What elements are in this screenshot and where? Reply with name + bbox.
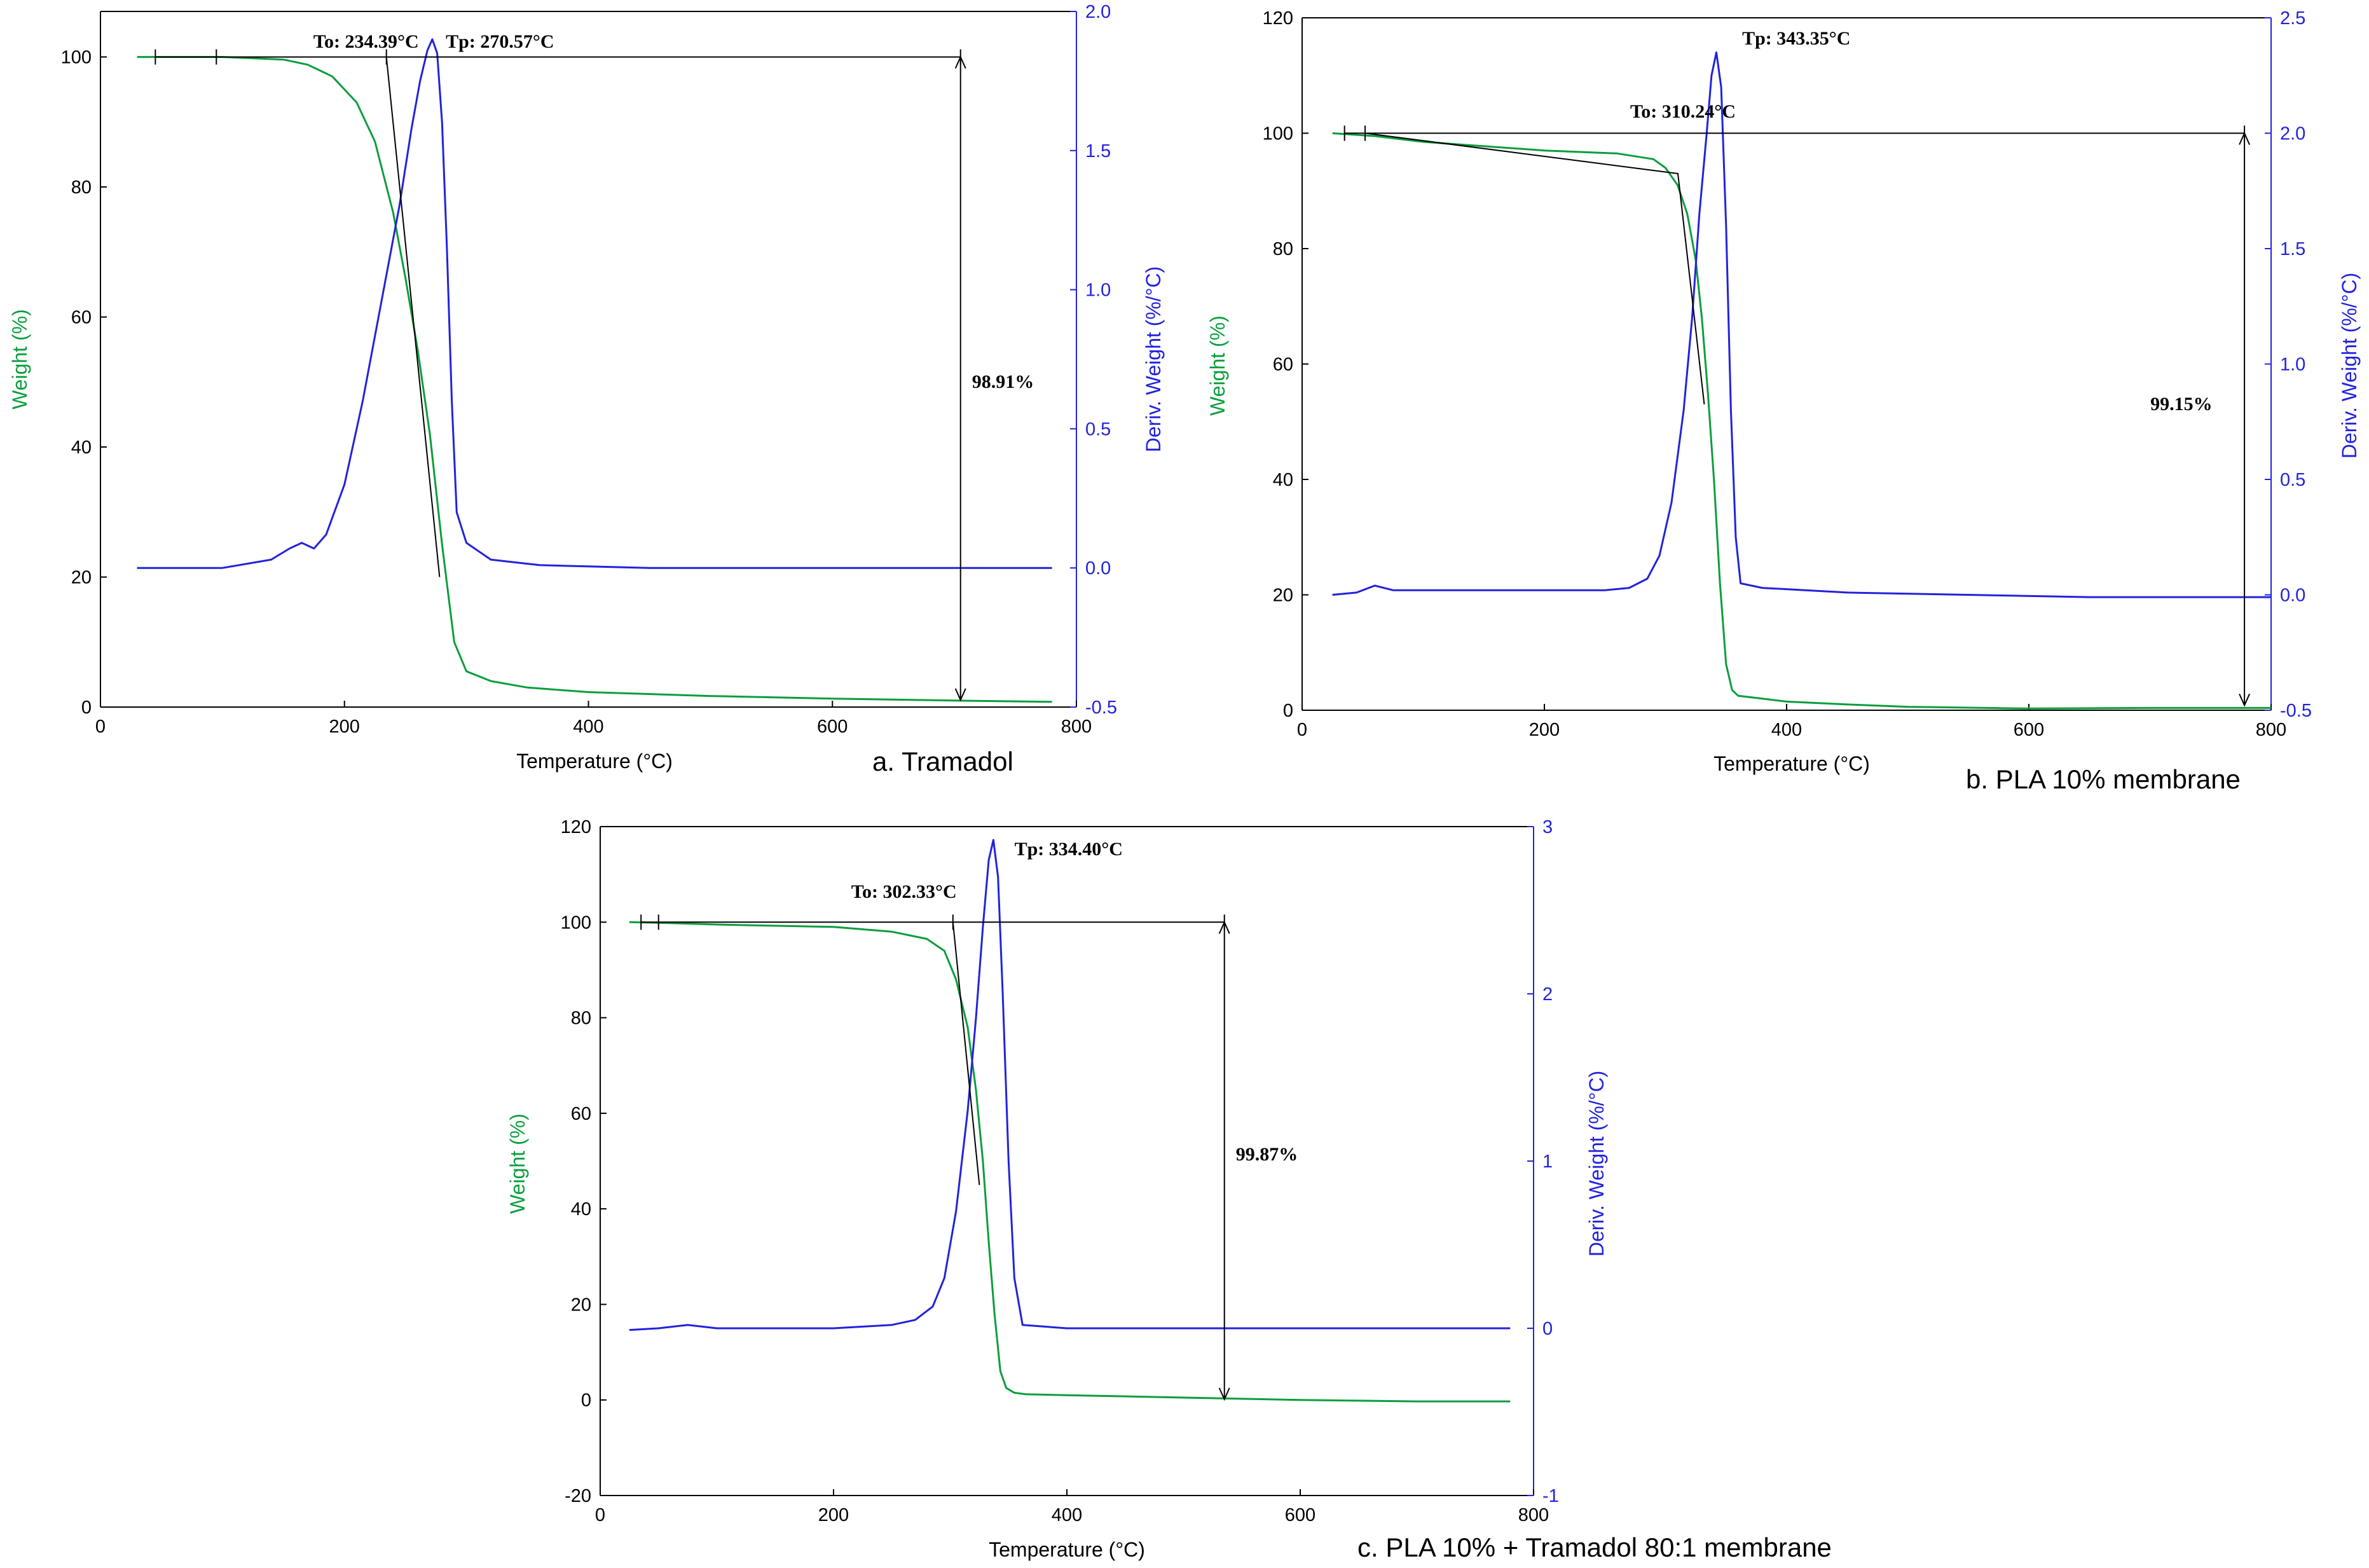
peak-temperature-label: Tp: 334.40°C: [1015, 839, 1123, 860]
y2-tick-label: 1.5: [2280, 239, 2305, 259]
y-tick-label: 100: [561, 912, 591, 933]
y-tick-label: 40: [71, 437, 92, 458]
onset-temperature-label: To: 310.24°C: [1630, 101, 1736, 122]
panel-caption: b. PLA 10% membrane: [1966, 764, 2241, 794]
deriv-weight-curve: [1332, 51, 2271, 598]
x-tick-label: 600: [1285, 1505, 1315, 1525]
y2-tick-label: 1.5: [1085, 141, 1111, 162]
y2-tick-label: 0.5: [2280, 470, 2305, 490]
y2-tick-label: 2.0: [2280, 124, 2305, 144]
y-tick-label: 40: [571, 1199, 591, 1220]
y2-tick-label: -1: [1542, 1486, 1559, 1506]
deriv-weight-curve: [629, 839, 1511, 1331]
y-tick-label: 0: [581, 1391, 591, 1411]
y-tick-label: 80: [71, 177, 92, 198]
x-tick-label: 0: [1297, 720, 1307, 740]
peak-temperature-label: Tp: 343.35°C: [1742, 28, 1850, 49]
weight-curve: [137, 56, 1052, 703]
arrow-head-top: [2239, 132, 2251, 145]
x-axis-title: Temperature (°C): [1713, 752, 1870, 775]
y-tick-label: 120: [561, 817, 591, 837]
y-tick-label: 60: [571, 1104, 591, 1124]
x-tick-label: 800: [1061, 717, 1092, 737]
x-tick-label: 800: [1518, 1505, 1549, 1525]
x-tick-label: 600: [2014, 720, 2044, 740]
arrow-head-top: [954, 55, 966, 69]
onset-tangent: [1364, 132, 1705, 405]
arrow-head-top: [1218, 920, 1230, 934]
y2-axis-title: Deriv. Weight (%/°C): [2338, 273, 2361, 459]
weight-curve: [629, 921, 1511, 1403]
y2-tick-label: 0.0: [2280, 586, 2305, 606]
x-tick-label: 600: [817, 717, 848, 737]
y2-tick-label: 0: [1542, 1319, 1553, 1339]
mass-loss-label: 99.15%: [2150, 394, 2213, 415]
y-tick-label: 0: [81, 698, 92, 718]
x-tick-label: 400: [1052, 1505, 1082, 1525]
y-axis-title: Weight (%): [1206, 315, 1229, 416]
arrow-head-bottom: [954, 688, 966, 702]
y2-tick-label: -0.5: [2280, 701, 2312, 721]
x-tick-label: 200: [818, 1505, 849, 1525]
x-tick-label: 400: [1771, 720, 1802, 740]
onset-temperature-label: To: 234.39°C: [313, 31, 419, 52]
y2-tick-label: 1.0: [2280, 355, 2305, 375]
y2-axis-title: Deriv. Weight (%/°C): [1142, 266, 1165, 453]
y-tick-label: 120: [1263, 8, 1293, 29]
y2-tick-label: 0.5: [1085, 419, 1111, 439]
deriv-weight-curve: [137, 38, 1052, 569]
y2-tick-label: 2.0: [1085, 2, 1111, 22]
tga-panel-2: 0 200 400 600 800 0 20 40 60 80 100 120 -0.5 0.0 0.5 1.…: [1206, 8, 2361, 794]
y2-axis-title: Deriv. Weight (%/°C): [1585, 1071, 1608, 1257]
y-axis-title: Weight (%): [8, 309, 31, 409]
arrow-head-bottom: [2239, 693, 2251, 707]
panel-caption: a. Tramadol: [872, 746, 1013, 776]
y-axis-title: Weight (%): [506, 1113, 529, 1214]
y-tick-label: 100: [61, 48, 92, 68]
y-tick-label: 40: [1273, 470, 1293, 490]
x-tick-label: 800: [2256, 720, 2286, 740]
arrow-head-bottom: [1218, 1387, 1230, 1401]
y2-tick-label: 2: [1542, 984, 1553, 1005]
onset-tangent: [385, 57, 441, 577]
weight-curve: [1332, 132, 2271, 710]
x-tick-label: 0: [595, 1505, 605, 1525]
onset-temperature-label: To: 302.33°C: [851, 881, 957, 902]
tga-panel-3: 0 200 400 600 800-20020406080100120-10123Tem…: [506, 817, 1832, 1562]
y2-tick-label: 2.5: [2280, 8, 2305, 29]
mass-loss-label: 99.87%: [1236, 1144, 1298, 1165]
x-axis-title: Temperature (°C): [516, 750, 673, 773]
y-tick-label: 0: [1283, 701, 1293, 721]
y-tick-label: -20: [565, 1486, 591, 1506]
y-tick-label: 100: [1263, 124, 1293, 144]
x-tick-label: 200: [329, 717, 360, 737]
y2-tick-label: 3: [1542, 817, 1553, 837]
x-axis-title: Temperature (°C): [989, 1538, 1145, 1561]
panel-caption: c. PLA 10% + Tramadol 80:1 membrane: [1357, 1532, 1832, 1562]
x-tick-label: 0: [95, 717, 106, 737]
onset-tangent: [952, 922, 980, 1185]
y2-tick-label: -0.5: [1085, 698, 1117, 718]
mass-loss-label: 98.91%: [972, 371, 1034, 392]
y-tick-label: 80: [1273, 239, 1293, 259]
peak-temperature-label: Tp: 270.57°C: [446, 31, 554, 52]
y-tick-label: 60: [71, 308, 92, 328]
y2-tick-label: 1.0: [1085, 280, 1111, 301]
tga-panel-1: 0 200 400 600 800 0 20 40 60 80 100 -0.5 0.0 0.5 1.0 1.…: [8, 2, 1165, 776]
y2-tick-label: 0.0: [1085, 558, 1111, 579]
x-tick-label: 200: [1529, 720, 1560, 740]
y-tick-label: 20: [1273, 586, 1293, 606]
y-tick-label: 20: [71, 568, 92, 588]
y2-tick-label: 1: [1542, 1152, 1553, 1172]
x-tick-label: 400: [573, 717, 603, 737]
y-tick-label: 80: [571, 1008, 591, 1029]
y-tick-label: 60: [1273, 355, 1293, 375]
y-tick-label: 20: [571, 1295, 591, 1315]
